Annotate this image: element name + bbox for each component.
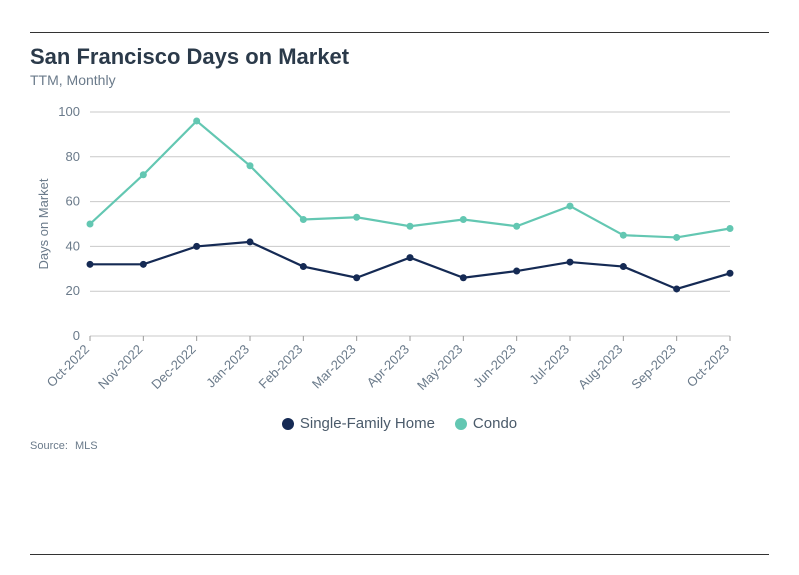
series-marker xyxy=(407,223,414,230)
series-marker xyxy=(247,162,254,169)
x-tick-label: Mar-2023 xyxy=(309,342,359,392)
y-axis-label: Days on Market xyxy=(36,178,51,269)
top-border xyxy=(30,32,769,33)
series-marker xyxy=(673,285,680,292)
source-line: Source: MLS xyxy=(30,440,769,452)
x-tick-label: Aug-2023 xyxy=(575,342,625,392)
series-marker xyxy=(460,274,467,281)
series-marker xyxy=(193,243,200,250)
series-marker xyxy=(620,263,627,270)
chart-title: San Francisco Days on Market xyxy=(30,44,769,70)
chart-area: 0 20 40 60 80 100 Days on Market Oct-2022Nov-20… xyxy=(30,96,769,411)
legend-item: Condo xyxy=(455,415,517,432)
series-marker xyxy=(620,232,627,239)
x-tick-label: Dec-2022 xyxy=(148,342,198,392)
series-marker xyxy=(193,117,200,124)
svg-text:100: 100 xyxy=(58,104,80,119)
chart-subtitle: TTM, Monthly xyxy=(30,72,769,88)
x-tick-label: Jan-2023 xyxy=(203,342,252,391)
series-marker xyxy=(140,261,147,268)
series-marker xyxy=(140,171,147,178)
series-marker xyxy=(727,270,734,277)
source-label: Source: xyxy=(30,440,68,452)
x-tick-label: Apr-2023 xyxy=(364,342,412,390)
series-marker xyxy=(673,234,680,241)
series-marker xyxy=(513,268,520,275)
series-marker xyxy=(567,259,574,266)
series-marker xyxy=(300,216,307,223)
x-tick-label: Jun-2023 xyxy=(470,342,519,391)
series-marker xyxy=(353,214,360,221)
series-marker xyxy=(247,238,254,245)
series-marker xyxy=(727,225,734,232)
legend-swatch xyxy=(282,418,294,430)
bottom-border xyxy=(30,554,769,555)
legend-label: Condo xyxy=(473,415,517,432)
series-marker xyxy=(300,263,307,270)
series-marker xyxy=(407,254,414,261)
legend-swatch xyxy=(455,418,467,430)
chart-container: San Francisco Days on Market TTM, Monthl… xyxy=(0,0,799,575)
legend: Single-Family Home Condo xyxy=(30,415,769,432)
series-marker xyxy=(567,203,574,210)
svg-text:40: 40 xyxy=(66,238,80,253)
x-tick-label: May-2023 xyxy=(414,342,465,393)
x-tick-label: Feb-2023 xyxy=(255,342,305,392)
source-value: MLS xyxy=(75,440,98,452)
x-tick-label: Oct-2023 xyxy=(684,342,732,390)
series-line xyxy=(90,121,730,237)
x-tick-label: Jul-2023 xyxy=(526,342,572,388)
series-marker xyxy=(513,223,520,230)
svg-text:80: 80 xyxy=(66,149,80,164)
series-marker xyxy=(460,216,467,223)
legend-item: Single-Family Home xyxy=(282,415,435,432)
series-marker xyxy=(353,274,360,281)
series-marker xyxy=(87,261,94,268)
svg-text:20: 20 xyxy=(66,283,80,298)
series-marker xyxy=(87,221,94,228)
legend-label: Single-Family Home xyxy=(300,415,435,432)
svg-text:60: 60 xyxy=(66,194,80,209)
line-chart-svg: 0 20 40 60 80 100 Days on Market Oct-2022Nov-20… xyxy=(30,96,750,406)
series-line xyxy=(90,242,730,289)
x-tick-label: Oct-2022 xyxy=(44,342,92,390)
x-tick-label: Sep-2023 xyxy=(628,342,678,392)
x-tick-label: Nov-2022 xyxy=(95,342,145,392)
svg-text:0: 0 xyxy=(73,328,80,343)
